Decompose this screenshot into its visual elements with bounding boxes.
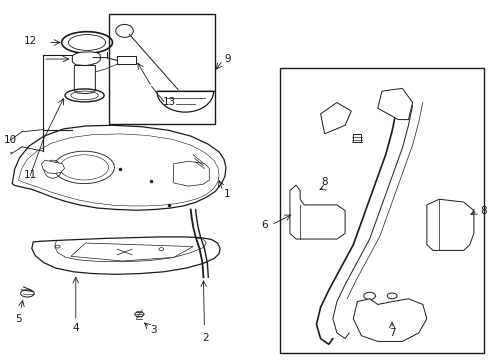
Polygon shape: [32, 237, 220, 274]
Text: 11: 11: [23, 170, 37, 180]
Bar: [353, 134, 361, 142]
Polygon shape: [12, 125, 225, 210]
Text: 8: 8: [321, 177, 327, 187]
Polygon shape: [173, 161, 209, 186]
Wedge shape: [157, 91, 213, 112]
Text: 12: 12: [23, 36, 37, 46]
Polygon shape: [352, 299, 426, 341]
Polygon shape: [71, 243, 193, 261]
Bar: [117, 56, 136, 64]
Polygon shape: [72, 52, 100, 66]
Text: 5: 5: [15, 314, 22, 324]
Polygon shape: [74, 66, 95, 94]
Text: 13: 13: [162, 96, 175, 107]
Bar: [108, 14, 215, 124]
Polygon shape: [320, 103, 350, 134]
Polygon shape: [289, 185, 345, 239]
Text: 8: 8: [479, 206, 486, 216]
Polygon shape: [41, 160, 64, 174]
Bar: [279, 68, 483, 353]
Text: 3: 3: [150, 325, 157, 336]
Text: 4: 4: [72, 323, 79, 333]
Polygon shape: [134, 312, 144, 317]
Text: 10: 10: [4, 135, 17, 145]
Text: ─: ─: [9, 151, 12, 155]
Polygon shape: [377, 88, 412, 120]
Polygon shape: [426, 199, 473, 251]
Text: 6: 6: [260, 220, 267, 230]
Text: 9: 9: [224, 54, 230, 64]
Text: 2: 2: [202, 333, 208, 343]
Text: 7: 7: [388, 328, 395, 338]
Text: 1: 1: [224, 189, 230, 199]
